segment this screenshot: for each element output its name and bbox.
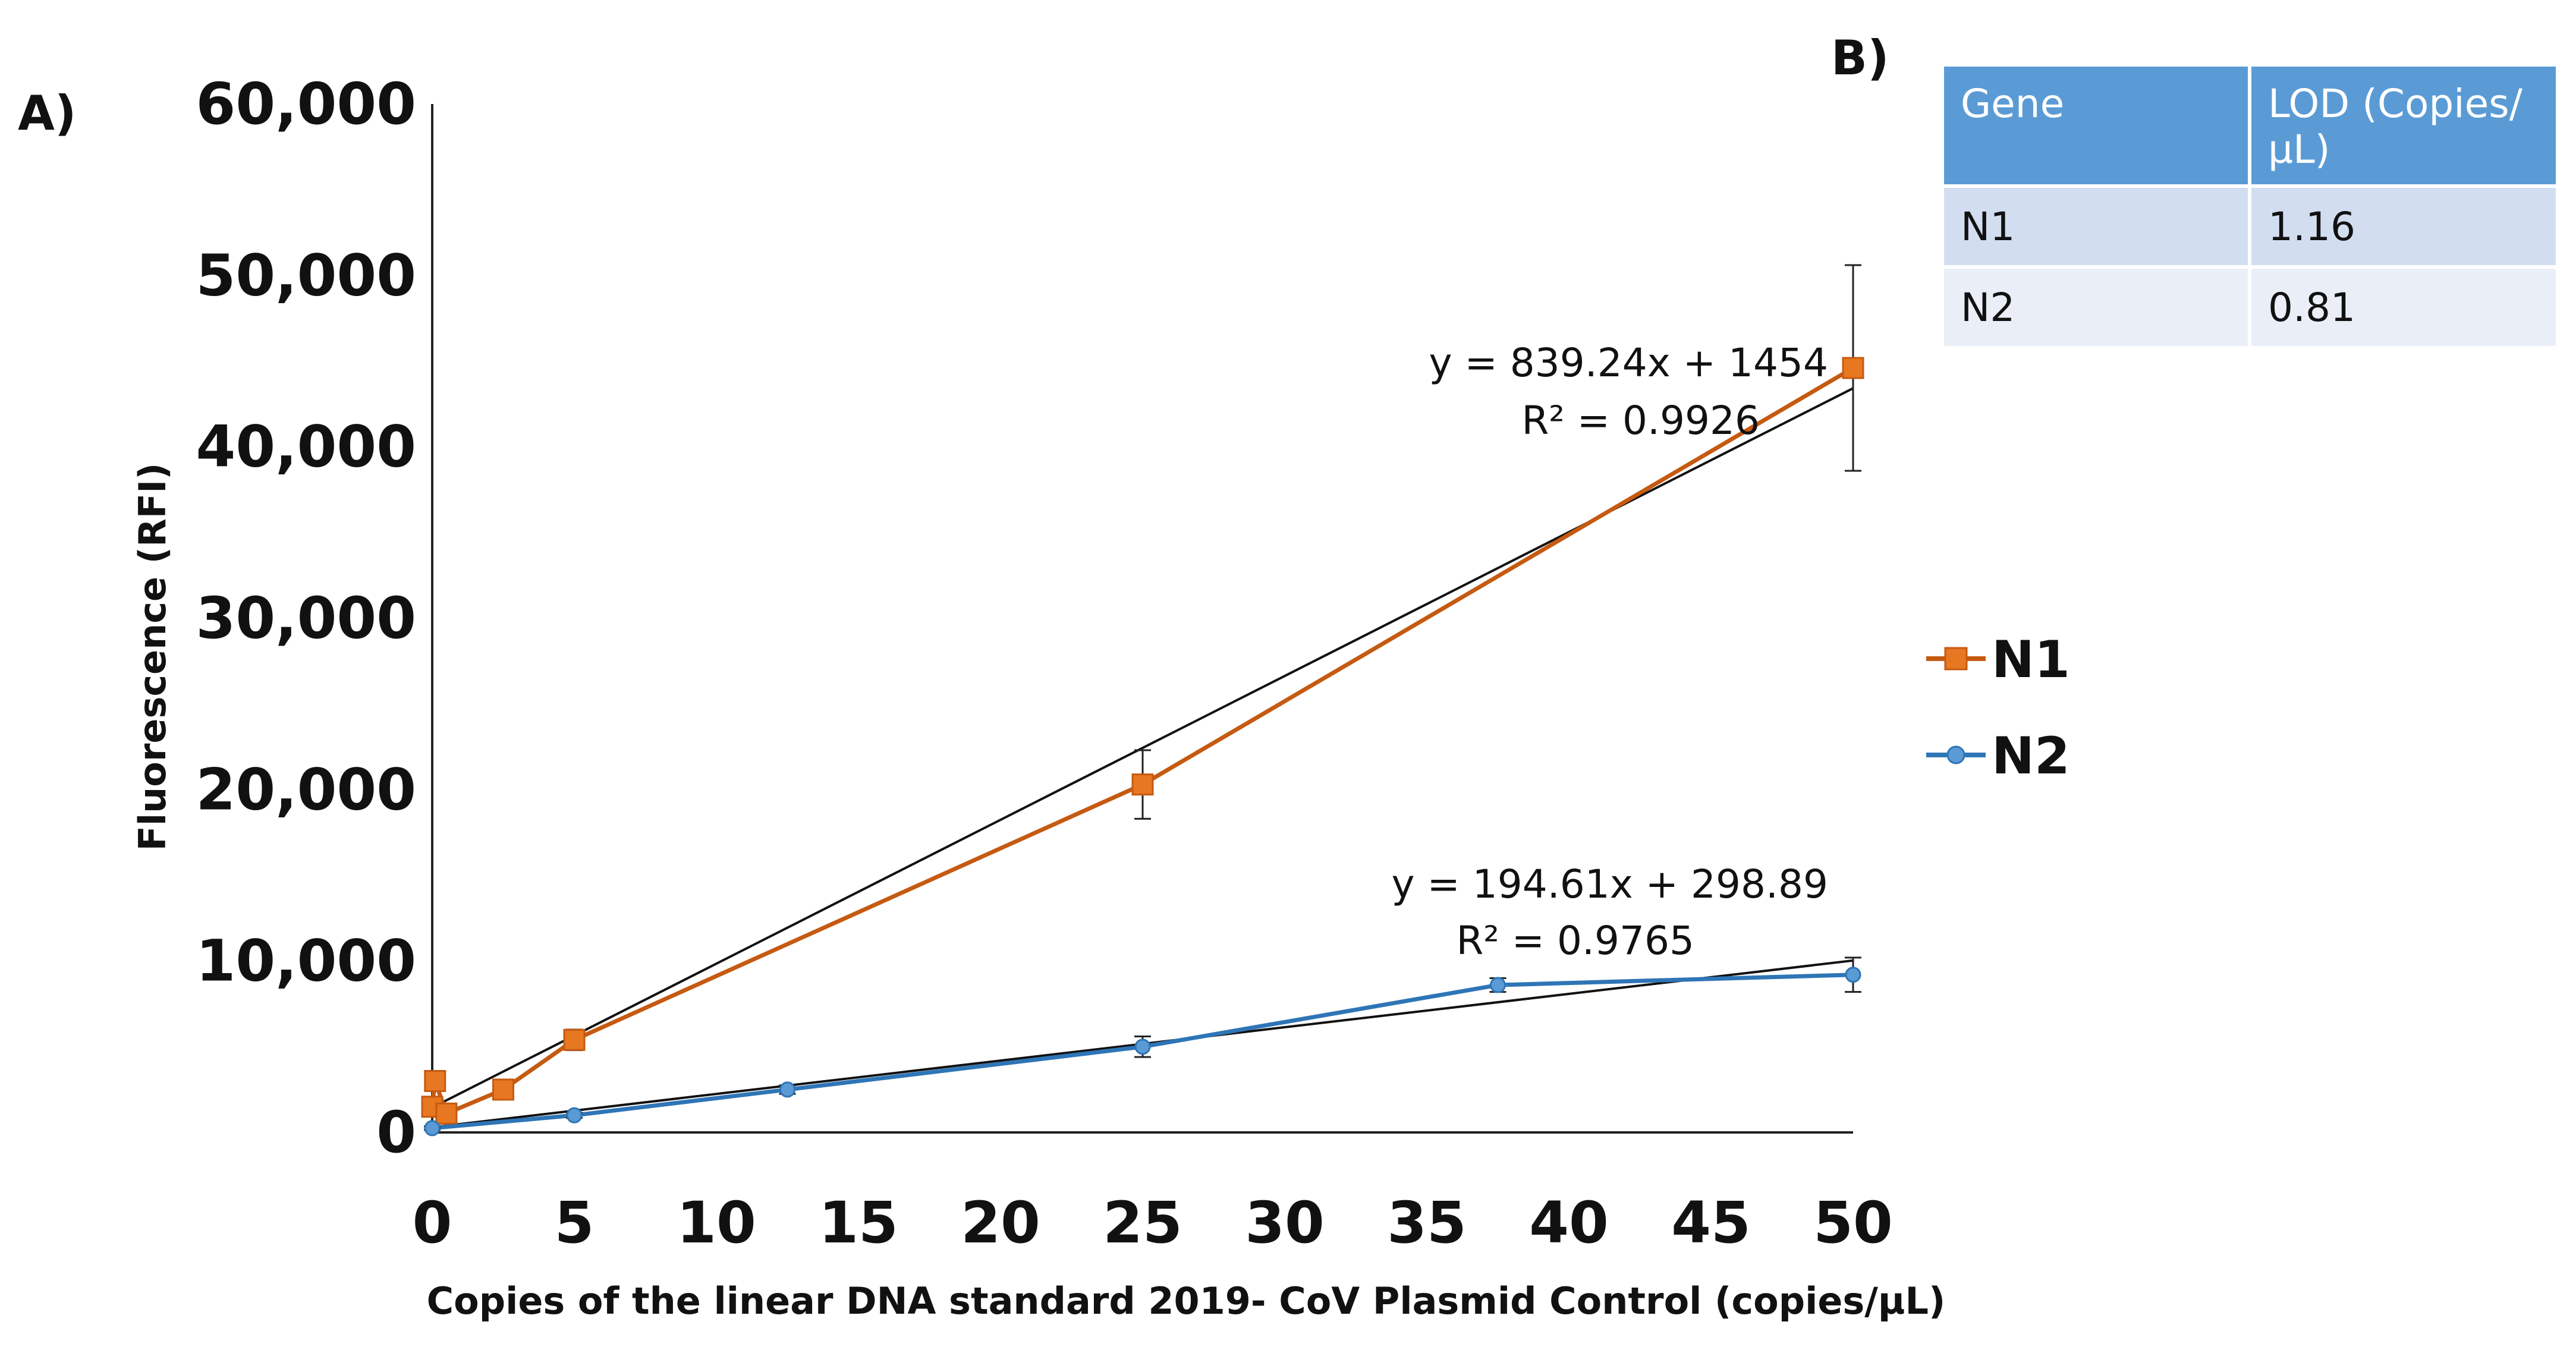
y-tick-label: 0 — [376, 1099, 416, 1166]
data-point-n2 — [566, 1107, 583, 1124]
data-point-n1 — [421, 1096, 444, 1118]
legend: N1 N2 — [1926, 630, 2070, 786]
lod-table-header-gene: Gene — [1944, 67, 2251, 188]
x-tick-label: 15 — [819, 1189, 898, 1256]
data-point-n2 — [424, 1120, 441, 1137]
x-tick-label: 25 — [1103, 1189, 1182, 1256]
y-tick-label: 50,000 — [196, 242, 416, 309]
lod-table-header-lod: LOD (Copies/µL) — [2250, 67, 2559, 188]
y-tick-label: 30,000 — [196, 585, 416, 652]
legend-n2-marker — [1946, 745, 1965, 764]
data-series — [421, 264, 1864, 1137]
x-axis-ticks: 0 5 10 15 20 25 30 35 40 45 50 — [413, 1189, 1893, 1256]
lod-table: Gene LOD (Copies/µL) N1 1.16 N2 0.81 — [1944, 67, 2559, 350]
x-tick-label: 40 — [1529, 1189, 1609, 1256]
series-line-n2 — [432, 973, 1854, 1131]
legend-n2-label: N2 — [1992, 726, 2070, 786]
x-tick-label: 5 — [555, 1189, 595, 1256]
lod-table-cell-lod: 1.16 — [2250, 186, 2559, 269]
y-axis-title: Fluorescence (RFI) — [131, 462, 174, 851]
y-tick-label: 60,000 — [196, 71, 416, 137]
x-axis-title: Copies of the linear DNA standard 2019- … — [427, 1279, 1946, 1323]
x-tick-label: 50 — [1813, 1189, 1893, 1256]
x-tick-label: 0 — [413, 1189, 452, 1256]
x-tick-label: 45 — [1671, 1189, 1751, 1256]
series-line-n1 — [430, 366, 1854, 1116]
trendline-n1 — [432, 387, 1854, 1109]
y-axis-ticks: 0 10,000 20,000 30,000 40,000 50,000 60,000 — [196, 71, 416, 1166]
n1-trendline-r2: R² = 0.9926 — [1521, 398, 1760, 443]
lod-table-cell-gene: N2 — [1944, 267, 2251, 350]
lod-table-cell-gene: N1 — [1944, 186, 2251, 269]
lod-table-row: N2 0.81 — [1944, 267, 2559, 350]
data-point-n1 — [492, 1078, 514, 1101]
y-tick-label: 40,000 — [196, 414, 416, 480]
lod-table-row: N1 1.16 — [1944, 186, 2559, 269]
data-point-n2 — [1845, 967, 1861, 983]
legend-item-n1: N1 — [1926, 630, 2070, 690]
legend-item-n2: N2 — [1926, 726, 2070, 786]
n2-trendline-r2: R² = 0.9765 — [1456, 918, 1694, 964]
data-point-n1 — [1842, 357, 1864, 379]
x-tick-label: 20 — [961, 1189, 1040, 1256]
panel-a-label: A) — [18, 86, 76, 141]
legend-n1-label: N1 — [1992, 630, 2070, 690]
legend-n1-marker — [1944, 647, 1968, 671]
data-point-n2 — [1134, 1039, 1151, 1055]
y-tick-label: 20,000 — [196, 756, 416, 823]
data-point-n2 — [779, 1081, 795, 1098]
x-tick-label: 10 — [677, 1189, 756, 1256]
y-tick-label: 10,000 — [196, 928, 416, 995]
n1-trendline-equation: y = 839.24x + 1454 — [1429, 340, 1828, 386]
lod-table-header-row: Gene LOD (Copies/µL) — [1944, 67, 2559, 188]
data-point-n2 — [1490, 977, 1506, 993]
x-tick-label: 30 — [1245, 1189, 1325, 1256]
n2-trendline-equation: y = 194.61x + 298.89 — [1391, 861, 1828, 907]
lod-table-cell-lod: 0.81 — [2250, 267, 2559, 350]
data-point-n1 — [563, 1028, 586, 1051]
data-point-n1 — [435, 1102, 458, 1125]
panel-b-label: B) — [1831, 30, 1889, 86]
x-tick-label: 35 — [1387, 1189, 1467, 1256]
data-point-n1 — [424, 1070, 446, 1092]
data-point-n1 — [1131, 773, 1154, 796]
